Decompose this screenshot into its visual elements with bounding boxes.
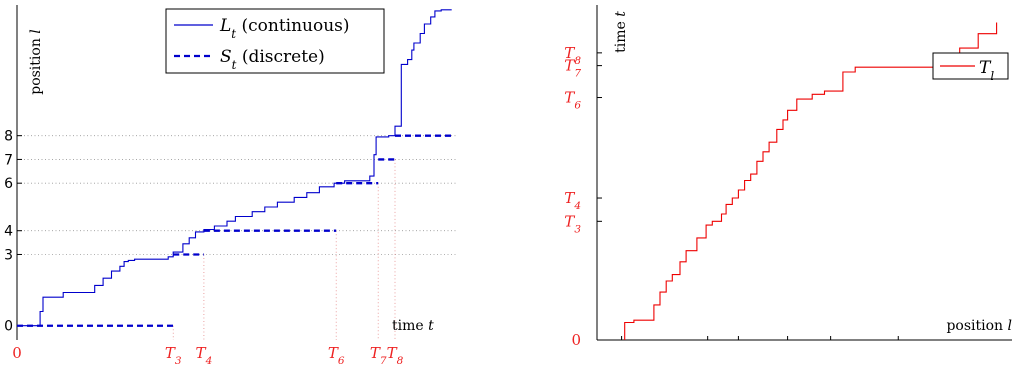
right-x-ticks xyxy=(621,336,899,340)
left-x-tick-label: T8 xyxy=(387,344,404,367)
left-legend: Lt (continuous) St (discrete) xyxy=(165,8,385,74)
right-y-tick-label: T4 xyxy=(564,189,581,212)
left-y-tick-label: 8 xyxy=(4,129,13,145)
left-y-tick-label: 0 xyxy=(4,319,13,335)
left-y-tick-label: 4 xyxy=(4,224,13,240)
right-legend: Tl xyxy=(932,52,1009,83)
legend-label-discrete: St (discrete) xyxy=(220,47,325,72)
right-y-tick-label: T8 xyxy=(564,44,581,67)
left-y-tick-labels: 0 3 4 6 7 8 xyxy=(4,129,22,335)
right-x-axis-label: position l xyxy=(946,318,1012,334)
right-y-tick-label: T7 xyxy=(564,57,581,80)
left-y-tick-label: 7 xyxy=(4,152,13,168)
right-chart-series xyxy=(624,22,998,340)
right-y-tick-label: T6 xyxy=(564,89,581,112)
left-x-axis-label: time t xyxy=(392,318,434,334)
Tl-line xyxy=(624,22,998,340)
left-x-tick-label: T4 xyxy=(196,344,213,367)
continuous-line xyxy=(17,9,452,327)
left-chart-series xyxy=(17,9,452,327)
right-y-axis-label: time t xyxy=(613,11,629,53)
right-y-tick-label: 0 xyxy=(571,331,581,349)
left-chart-gridlines xyxy=(17,135,458,340)
left-legend-box xyxy=(165,8,385,74)
legend-label-Tl: Tl xyxy=(979,58,994,83)
left-x-tick-label: 0 xyxy=(12,344,22,362)
right-y-tick-label: T3 xyxy=(564,212,581,235)
legend-label-continuous: Lt (continuous) xyxy=(219,16,350,41)
left-x-tick-label: T6 xyxy=(328,344,345,367)
left-y-tick-label: 6 xyxy=(4,176,13,192)
left-y-tick-label: 3 xyxy=(4,247,13,263)
left-x-tick-label: T7 xyxy=(370,344,387,367)
left-chart: 0 T3 T4 T6 T7 T8 0 3 4 6 7 8 time t position l Lt … xyxy=(4,5,458,367)
left-x-tick-label: T3 xyxy=(165,344,182,367)
left-y-axis-label: position l xyxy=(28,29,44,95)
left-x-tick-labels: 0 T3 T4 T6 T7 T8 xyxy=(12,344,403,367)
